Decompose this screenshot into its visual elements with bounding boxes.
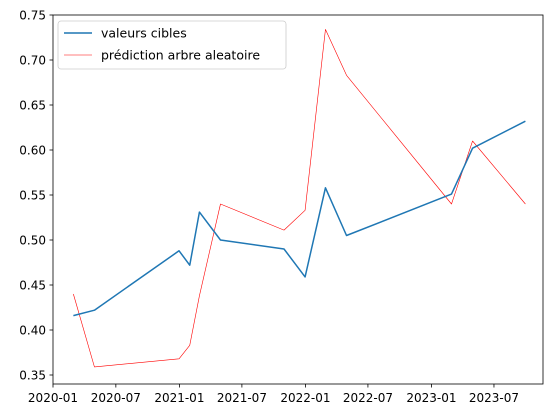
y-tick-label: 0.75: [19, 8, 46, 22]
x-tick-label: 2022-07: [343, 391, 393, 405]
y-tick-label: 0.60: [19, 143, 46, 157]
y-tick-label: 0.40: [19, 323, 46, 337]
y-tick-label: 0.45: [19, 278, 46, 292]
y-tick-label: 0.55: [19, 188, 46, 202]
axes-frame: [52, 14, 544, 385]
x-tick-label: 2022-01: [280, 391, 330, 405]
x-tick-label: 2020-07: [91, 391, 141, 405]
legend: valeurs cibles prédiction arbre aleatoir…: [57, 20, 287, 70]
plot-area: [73, 29, 526, 368]
series-line-valeurs-cibles: [73, 120, 526, 317]
x-tick-label: 2021-01: [154, 391, 204, 405]
y-tick-label: 0.35: [19, 368, 46, 382]
x-tick-label: 2023-07: [469, 391, 519, 405]
y-tick-label: 0.65: [19, 98, 46, 112]
x-tick-label: 2023-01: [406, 391, 456, 405]
legend-label-valeurs-cibles: valeurs cibles: [101, 26, 187, 41]
x-axis: 2020-01 2020-07 2021-01 2021-07 2022-01 2022-…: [28, 384, 519, 405]
legend-label-prediction: prédiction arbre aleatoire: [101, 48, 260, 63]
x-tick-label: 2021-07: [217, 391, 267, 405]
series-line-prediction: [73, 29, 526, 368]
legend-box: [57, 20, 287, 70]
x-tick-label: 2020-01: [28, 391, 78, 405]
y-tick-label: 0.70: [19, 53, 46, 67]
y-axis: 0.35 0.40 0.45 0.50 0.55 0.60 0.65 0.70 0.75: [19, 8, 53, 382]
y-tick-label: 0.50: [19, 233, 46, 247]
